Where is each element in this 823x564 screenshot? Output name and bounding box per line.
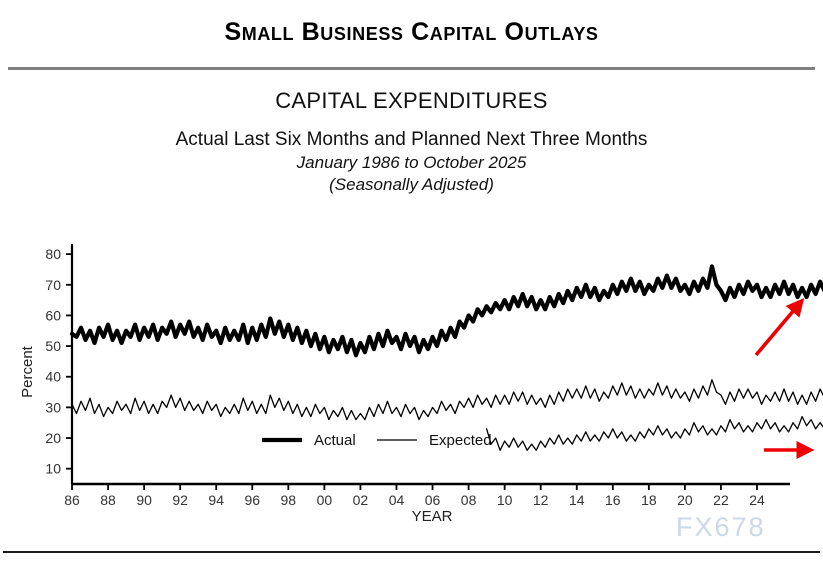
x-axis-tick-label: 22	[713, 492, 729, 508]
x-axis-tick-label: 98	[281, 492, 297, 508]
x-axis-tick-label: 90	[136, 492, 152, 508]
x-axis-tick-label: 06	[425, 492, 441, 508]
actual-trend-arrow-icon	[754, 298, 805, 357]
series-line-actual	[69, 264, 823, 358]
footer-divider	[3, 551, 820, 553]
y-axis-title: Percent	[19, 345, 36, 398]
header-divider	[8, 67, 815, 70]
x-axis-title: YEAR	[412, 508, 453, 525]
y-axis-tick-label: 50	[45, 338, 61, 354]
x-axis-tick-label: 08	[461, 492, 477, 508]
x-axis-tick-label: 24	[749, 492, 765, 508]
series-line-expected	[71, 379, 823, 421]
x-axis-tick-label: 18	[641, 492, 657, 508]
legend-label-actual: Actual	[314, 432, 356, 449]
chart-annotations	[754, 298, 815, 459]
chart-description: Actual Last Six Months and Planned Next …	[175, 129, 648, 150]
x-axis-tick-label: 12	[533, 492, 549, 508]
y-axis-tick-label: 70	[45, 277, 61, 293]
chart-date-range: January 1986 to October 2025	[296, 153, 527, 172]
y-axis: 10 20 30 40 50 60 70 80	[45, 244, 74, 484]
x-axis-tick-label: 94	[208, 492, 224, 508]
y-axis-tick-label: 60	[45, 307, 61, 323]
x-axis-tick-label: 92	[172, 492, 188, 508]
legend-label-expected: Expected	[429, 432, 492, 449]
series-line-expected	[485, 415, 823, 451]
x-axis-tick-label: 86	[64, 492, 80, 508]
x-axis-tick-label: 00	[317, 492, 333, 508]
y-axis-tick-label: 80	[45, 246, 61, 262]
x-axis: 86 88 90 92 94 96 98 00 02 04 06 08 10 12 14 16 18 20 22 24	[64, 482, 790, 508]
y-axis-tick-label: 40	[45, 369, 61, 385]
x-axis-tick-label: 02	[353, 492, 369, 508]
chart-legend: Actual Expected	[262, 432, 492, 449]
chart-section-title: CAPITAL EXPENDITURES	[275, 88, 548, 113]
x-axis-tick-label: 96	[244, 492, 260, 508]
page-title: Small Business Capital Outlays	[224, 18, 599, 46]
subheader-block: CAPITAL EXPENDITURES Actual Last Six Mon…	[0, 86, 823, 196]
x-axis-tick-label: 14	[569, 492, 585, 508]
x-axis-tick-label: 88	[100, 492, 116, 508]
watermark-fx678: FX678	[676, 512, 766, 542]
x-axis-tick-label: 10	[497, 492, 513, 508]
x-axis-tick-label: 20	[677, 492, 693, 508]
chart-adjustment-note: (Seasonally Adjusted)	[329, 175, 494, 194]
y-axis-tick-label: 30	[45, 399, 61, 415]
y-axis-tick-label: 20	[45, 430, 61, 446]
x-axis-tick-label: 16	[605, 492, 621, 508]
chart-series	[69, 264, 823, 451]
x-axis-tick-label: 04	[389, 492, 405, 508]
y-axis-tick-label: 10	[45, 461, 61, 477]
